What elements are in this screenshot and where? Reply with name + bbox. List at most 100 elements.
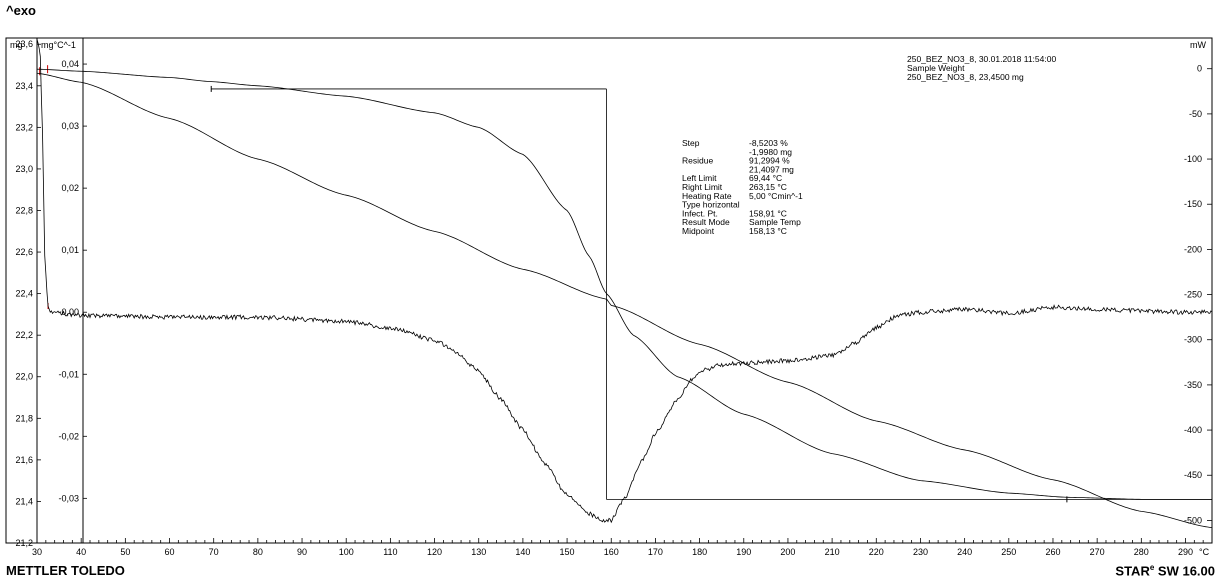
- x-tick-label: 100: [339, 547, 354, 557]
- mw-tick-label: -450: [1184, 470, 1202, 480]
- mw-tick-label: -500: [1184, 515, 1202, 525]
- mg-tick-label: 21,2: [15, 538, 33, 548]
- result-label: Step: [682, 138, 700, 148]
- result-label: Right Limit: [682, 182, 723, 192]
- sample-info-line2: Sample Weight: [907, 63, 965, 73]
- mw-axis-label: mW: [1190, 40, 1206, 50]
- mg-tick-label: 21,6: [15, 455, 33, 465]
- deriv-tick-label: 0,01: [61, 245, 79, 255]
- sample-info: 250_BEZ_NO3_8, 30.01.2018 11:54:00 Sampl…: [907, 54, 1056, 82]
- x-tick-label: 140: [515, 547, 530, 557]
- result-label: Left Limit: [682, 173, 717, 183]
- result-value: 69,44 °C: [749, 173, 782, 183]
- mg-axis-label: mg: [10, 40, 23, 50]
- deriv-tick-label: 0,03: [61, 121, 79, 131]
- x-tick-label: 110: [383, 547, 397, 557]
- software-prefix: STAR: [1115, 563, 1150, 579]
- x-tick-label: 180: [692, 547, 707, 557]
- x-tick-label: 160: [604, 547, 619, 557]
- result-value: -8,5203 %: [749, 138, 788, 148]
- mw-tick-label: -300: [1184, 335, 1202, 345]
- result-value: Sample Temp: [749, 217, 801, 227]
- x-tick-label: 210: [825, 547, 840, 557]
- result-value: 263,15 °C: [749, 182, 787, 192]
- deriv-tick-label: -0,01: [58, 369, 79, 379]
- deriv-tick-label: 0,00: [61, 307, 79, 317]
- x-tick-label: 150: [560, 547, 575, 557]
- mw-tick-label: -150: [1184, 199, 1202, 209]
- result-label: Type horizontal: [682, 200, 740, 210]
- evaluation-construction: [39, 65, 1212, 503]
- chart: mg mg°C^-1 mW °C 30 40 50 60 70 80 90 100 110 120…: [5, 37, 1213, 557]
- x-tick-label: 190: [736, 547, 751, 557]
- software-suffix: SW 16.00: [1154, 563, 1215, 579]
- mw-tick-label: -250: [1184, 290, 1202, 300]
- x-tick-label: 230: [913, 547, 928, 557]
- series-deriv-line: [36, 39, 1213, 524]
- mg-tick-label: 23,4: [15, 81, 33, 91]
- series-mW-line: [36, 72, 1213, 529]
- results-table: Step -8,5203 %-1,9980 mg Residue 91,2994 % 2…: [682, 138, 803, 236]
- series-mg-line: [36, 68, 1212, 500]
- mg-tick-label: 23,0: [15, 164, 33, 174]
- deriv-tick-label: -0,03: [58, 493, 79, 503]
- mg-tick-label: 22,2: [15, 330, 33, 340]
- mg-tick-label: 21,8: [15, 413, 33, 423]
- result-value: 158,13 °C: [749, 226, 787, 236]
- software-mark: e: [1149, 563, 1155, 572]
- deriv-tick-label: 0,02: [61, 183, 79, 193]
- mg-tick-label: 21,4: [15, 496, 33, 506]
- x-tick-label: 40: [76, 547, 86, 557]
- result-label: Midpoint: [682, 226, 715, 236]
- x-tick-label: 50: [120, 547, 130, 557]
- mw-tick-label: 0: [1197, 64, 1202, 74]
- x-tick-label: 240: [957, 547, 972, 557]
- mw-tick-label: -350: [1184, 380, 1202, 390]
- x-tick-label: 250: [1001, 547, 1016, 557]
- mg-axis-ticks: 23,6 23,4 23,2 23,0 22,8 22,6 22,4 22,2 22,0 21,8…: [15, 39, 41, 548]
- deriv-tick-label: -0,02: [58, 431, 79, 441]
- x-tick-label: 90: [297, 547, 307, 557]
- vendor-label: METTLER TOLEDO: [6, 563, 125, 578]
- x-tick-label: 60: [165, 547, 175, 557]
- result-label: Heating Rate: [682, 191, 732, 201]
- mg-tick-label: 22,0: [15, 372, 33, 382]
- result-value: 158,91 °C: [749, 208, 787, 218]
- result-value: 5,00 °Cmin^-1: [749, 191, 803, 201]
- sample-info-line3: 250_BEZ_NO3_8, 23,4500 mg: [907, 72, 1024, 82]
- x-tick-label: 170: [648, 547, 663, 557]
- sample-info-line1: 250_BEZ_NO3_8, 30.01.2018 11:54:00: [907, 54, 1056, 64]
- mg-tick-label: 23,2: [15, 122, 33, 132]
- deriv-tick-label: 0,04: [61, 59, 79, 69]
- mw-tick-label: -400: [1184, 425, 1202, 435]
- x-tick-label: 80: [253, 547, 263, 557]
- x-tick-label: 280: [1134, 547, 1149, 557]
- x-tick-label: 220: [869, 547, 884, 557]
- x-tick-label: 290: [1178, 547, 1193, 557]
- mg-tick-label: 22,4: [15, 289, 33, 299]
- mw-axis-ticks: 0 -50 -100 -150 -200 -250 -300 -350 -400 -450 -500: [1184, 64, 1212, 525]
- x-tick-label: 200: [780, 547, 795, 557]
- mw-tick-label: -200: [1184, 244, 1202, 254]
- curves: [36, 39, 1213, 529]
- x-tick-label: 70: [209, 547, 219, 557]
- x-tick-label: 30: [32, 547, 42, 557]
- x-tick-label: 270: [1090, 547, 1105, 557]
- x-tick-label: 130: [471, 547, 486, 557]
- x-axis-unit: °C: [1199, 547, 1210, 557]
- mw-tick-label: -50: [1189, 109, 1202, 119]
- result-label: Infect. Pt.: [682, 208, 718, 218]
- deriv-axis-label: mg°C^-1: [41, 40, 76, 50]
- x-axis-ticks: 30 40 50 60 70 80 90 100 110 120 130 140 150 160 170 18…: [32, 538, 1213, 557]
- x-tick-label: 120: [427, 547, 442, 557]
- mg-tick-label: 22,8: [15, 205, 33, 215]
- mg-tick-label: 22,6: [15, 247, 33, 257]
- x-tick-label: 260: [1045, 547, 1060, 557]
- result-value: 91,2994 %: [749, 156, 790, 166]
- result-label: Residue: [682, 156, 713, 166]
- result-value: -1,9980 mg: [749, 147, 792, 157]
- mg-tick-label: 23,6: [15, 39, 33, 49]
- mw-tick-label: -100: [1184, 154, 1202, 164]
- deriv-axis-ticks: 0,04 0,03 0,02 0,01 0,00 -0,01 -0,02 -0,03: [58, 59, 87, 503]
- plot-frame: [5, 37, 1213, 544]
